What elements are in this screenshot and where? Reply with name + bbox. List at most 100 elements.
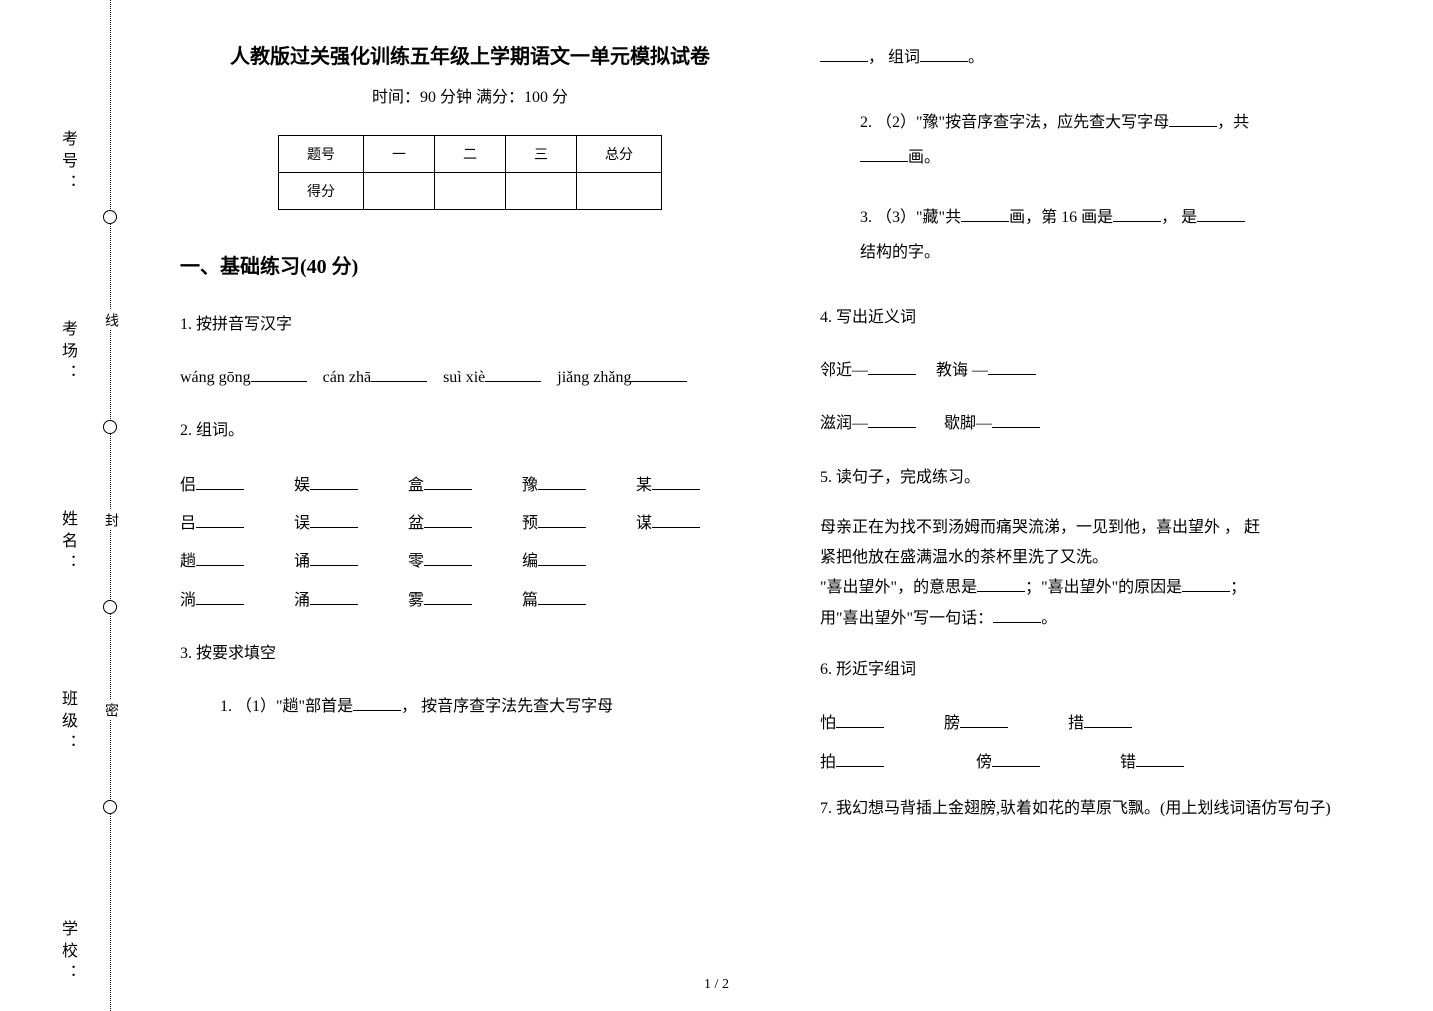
fill-blank	[538, 589, 586, 605]
right-column: ， 组词。 2. （2）"豫"按音序查字法，应先查大写字母，共 画。 3. （3…	[820, 40, 1400, 843]
word-char: 误	[294, 515, 310, 532]
seal-char: 线	[100, 310, 120, 330]
score-header: 总分	[577, 136, 662, 173]
fill-blank	[538, 550, 586, 566]
text: 2. （2）"豫"按音序查字法，应先查大写字母	[860, 114, 1169, 131]
fill-blank	[538, 512, 586, 528]
fill-blank	[538, 474, 586, 490]
score-cell	[577, 173, 662, 210]
fill-blank	[868, 359, 916, 375]
text: 画，第 16 画是	[1009, 209, 1113, 226]
left-column: 人教版过关强化训练五年级上学期语文一单元模拟试卷 时间：90 分钟 满分：100…	[180, 40, 760, 843]
fill-blank	[652, 474, 700, 490]
circle-mark	[103, 600, 117, 614]
pinyin-item: suì xiè	[443, 369, 485, 386]
fill-blank	[860, 146, 908, 162]
fill-blank	[961, 206, 1009, 222]
score-cell	[435, 173, 506, 210]
text: 。	[1041, 610, 1057, 627]
binding-label-name: 姓名：	[55, 510, 79, 576]
word-char: 雾	[408, 592, 424, 609]
text: ， 按音序查字法先查大写字母	[401, 698, 613, 715]
fill-blank	[1169, 111, 1217, 127]
fill-blank	[1182, 576, 1230, 592]
text: ；"喜出望外"的原因是	[1025, 579, 1182, 596]
text: 3. （3）"藏"共	[860, 209, 961, 226]
synonym-label: 教诲 —	[936, 362, 988, 379]
word-char: 篇	[522, 592, 538, 609]
fill-blank	[836, 751, 884, 767]
word-char: 预	[522, 515, 538, 532]
word-char: 涌	[294, 592, 310, 609]
circle-mark	[103, 800, 117, 814]
fill-blank	[251, 366, 307, 382]
question-4-row: 滋润— 歇脚—	[820, 406, 1400, 441]
word-char: 娱	[294, 477, 310, 494]
pinyin-item: jiǎng zhǎng	[557, 369, 631, 386]
fill-blank	[196, 589, 244, 605]
question-3-sub3: 3. （3）"藏"共画，第 16 画是， 是 结构的字。	[860, 200, 1400, 270]
pinyin-item: cán zhā	[323, 369, 371, 386]
fill-blank	[310, 474, 358, 490]
fill-blank	[1113, 206, 1161, 222]
question-3-sub1-tail: ， 组词 。	[820, 40, 1400, 75]
binding-margin: 线 封 密 考号： 考场： 姓名： 班级： 学校：	[0, 0, 160, 1011]
fill-blank	[196, 550, 244, 566]
fill-blank	[992, 412, 1040, 428]
fill-blank	[631, 366, 687, 382]
score-header: 题号	[279, 136, 364, 173]
word-row: 侣 娱 盒 豫 某	[180, 467, 760, 505]
score-cell	[364, 173, 435, 210]
fill-blank	[977, 576, 1025, 592]
score-row-label: 得分	[279, 173, 364, 210]
fill-blank	[1136, 751, 1184, 767]
dotted-cut-line	[110, 0, 111, 1011]
table-row: 题号 一 二 三 总分	[279, 136, 662, 173]
circle-mark	[103, 420, 117, 434]
binding-label-exam-room: 考场：	[55, 320, 79, 386]
word-char: 怕	[820, 715, 836, 732]
score-header: 三	[506, 136, 577, 173]
word-char: 错	[1120, 754, 1136, 771]
word-row: 吕 误 盆 预 谋	[180, 505, 760, 543]
fill-blank	[960, 712, 1008, 728]
text: 1. （1）"趟"部首是	[220, 698, 353, 715]
text: 。	[968, 49, 984, 66]
fill-blank	[371, 366, 427, 382]
page-number: 1 / 2	[704, 977, 729, 993]
fill-blank	[992, 751, 1040, 767]
word-char: 零	[408, 553, 424, 570]
word-char: 傍	[976, 754, 992, 771]
pinyin-item: wáng gōng	[180, 369, 251, 386]
score-header: 一	[364, 136, 435, 173]
binding-label-school: 学校：	[55, 920, 79, 986]
fill-blank	[988, 359, 1036, 375]
text: ， 组词	[868, 49, 920, 66]
word-char: 措	[1068, 715, 1084, 732]
exam-title: 人教版过关强化训练五年级上学期语文一单元模拟试卷	[180, 40, 760, 69]
fill-blank	[1084, 712, 1132, 728]
text: ；	[1230, 579, 1246, 596]
question-7-label: 7. 我幻想马背插上金翅膀,驮着如花的草原飞飘。(用上划线词语仿写句子)	[820, 794, 1400, 824]
binding-label-exam-number: 考号：	[55, 130, 79, 196]
fill-blank	[1197, 206, 1245, 222]
question-5-label: 5. 读句子，完成练习。	[820, 460, 1400, 495]
text: 结构的字。	[860, 244, 940, 261]
text: 用"喜出望外"写一句话：	[820, 610, 993, 627]
text: 紧把他放在盛满温水的茶杯里洗了又洗。	[820, 549, 1108, 566]
table-row: 得分	[279, 173, 662, 210]
exam-subtitle: 时间：90 分钟 满分：100 分	[180, 83, 760, 107]
word-row: 趟 诵 零 编	[180, 543, 760, 581]
score-header: 二	[435, 136, 506, 173]
fill-blank	[485, 366, 541, 382]
word-char: 膀	[944, 715, 960, 732]
word-char: 盒	[408, 477, 424, 494]
fill-blank	[993, 607, 1041, 623]
question-4-label: 4. 写出近义词	[820, 300, 1400, 335]
question-3-sub1: 1. （1）"趟"部首是 ， 按音序查字法先查大写字母	[220, 689, 760, 724]
word-char: 拍	[820, 754, 836, 771]
word-char: 侣	[180, 477, 196, 494]
question-1-pinyin: wáng gōng cán zhā suì xiè jiǎng zhǎng	[180, 360, 760, 395]
fill-blank	[920, 46, 968, 62]
page-content: 人教版过关强化训练五年级上学期语文一单元模拟试卷 时间：90 分钟 满分：100…	[180, 40, 1400, 843]
